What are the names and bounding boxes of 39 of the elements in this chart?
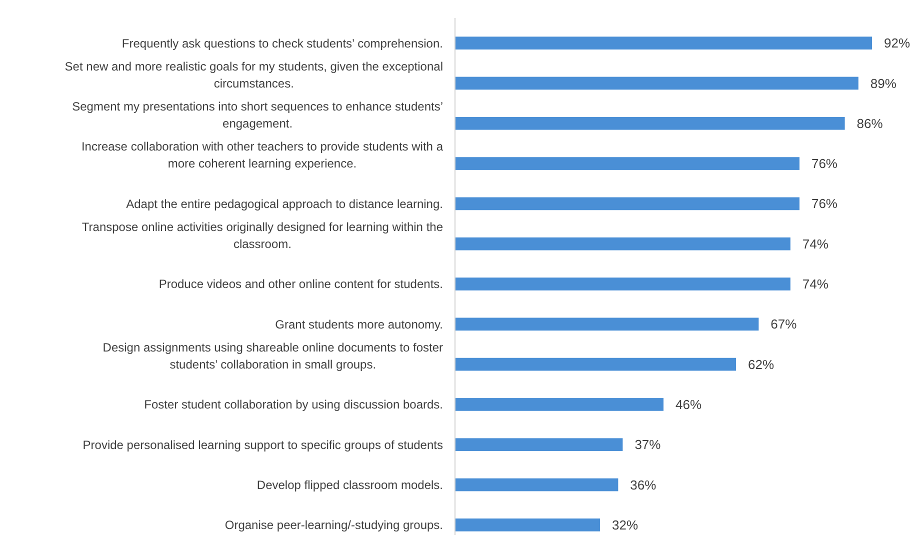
bar bbox=[455, 116, 845, 130]
data-label: 76% bbox=[811, 156, 838, 172]
y-tick-label: Organise peer-learning/-studying groups. bbox=[224, 518, 443, 532]
data-label: 36% bbox=[630, 477, 657, 492]
y-tick-label: Design assignments using shareable online documents to foster students’ collaboration in small groups. bbox=[102, 340, 443, 372]
y-tick-label: Provide personalised learning support to specific groups of students bbox=[82, 438, 443, 452]
bar bbox=[455, 76, 858, 90]
data-label: 62% bbox=[748, 356, 774, 372]
data-label: 32% bbox=[612, 517, 639, 532]
bar bbox=[455, 478, 618, 492]
data-label: 92% bbox=[884, 36, 910, 51]
bar bbox=[455, 36, 872, 50]
data-label: 74% bbox=[802, 276, 829, 292]
bar bbox=[455, 278, 790, 290]
bar bbox=[455, 197, 800, 210]
y-tick-label: Frequently ask questions to check students’ comprehension. bbox=[122, 36, 443, 50]
y-tick-label: Increase collaboration with other teachers to provide students with a more coherent learning experience. bbox=[81, 140, 444, 171]
y-tick-label: Set new and more realistic goals for my students, given the exceptional circumstances. bbox=[64, 59, 443, 90]
bar bbox=[455, 318, 759, 331]
y-tick-label: Foster student collaboration by using discussion boards. bbox=[144, 398, 443, 412]
y-tick-label: Transpose online activities originally designed for learning within the classroom. bbox=[82, 220, 444, 252]
data-label: 89% bbox=[870, 76, 897, 91]
y-tick-label: Grant students more autonomy. bbox=[275, 317, 443, 332]
bar bbox=[455, 157, 800, 170]
y-tick-label: Segment my presentations into short sequences to enhance students’ engagement. bbox=[72, 100, 443, 131]
data-label: 76% bbox=[811, 196, 838, 212]
data-label: 67% bbox=[770, 316, 798, 332]
data-label: 46% bbox=[676, 397, 702, 412]
bar bbox=[455, 438, 623, 452]
bar bbox=[455, 518, 600, 532]
data-label: 37% bbox=[634, 437, 662, 452]
y-tick-label: Adapt the entire pedagogical approach to distance learning. bbox=[126, 196, 443, 211]
bar bbox=[455, 398, 664, 411]
data-label: 86% bbox=[856, 116, 884, 131]
y-tick-label: Produce videos and other online content for students. bbox=[158, 277, 443, 292]
bar bbox=[455, 358, 736, 371]
y-tick-label: Develop flipped classroom models. bbox=[256, 478, 443, 492]
data-label: 74% bbox=[802, 236, 829, 252]
bar bbox=[455, 237, 790, 250]
